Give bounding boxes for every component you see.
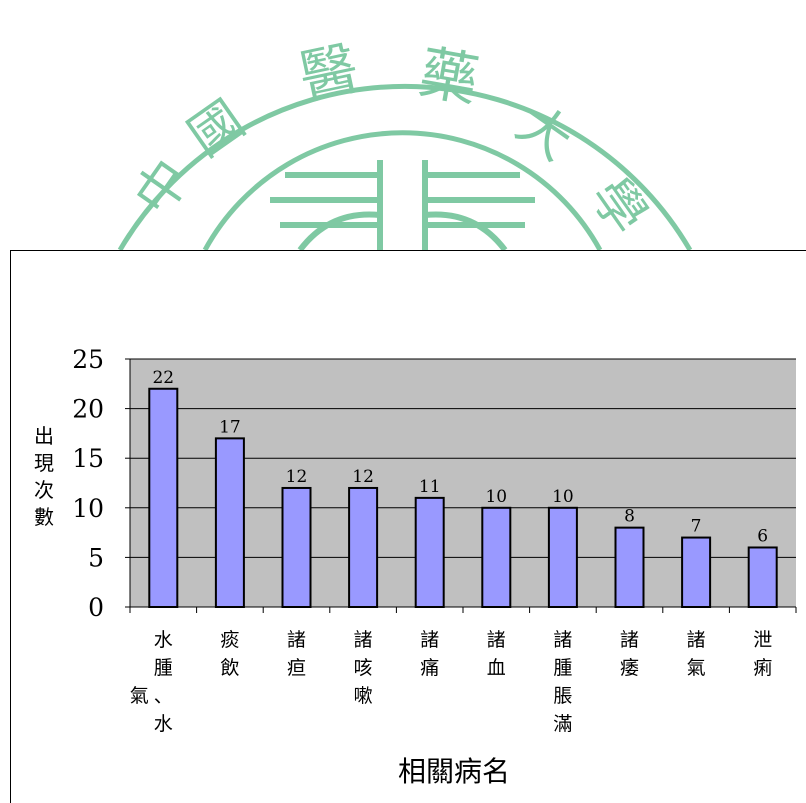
bar-value-label: 10 — [485, 487, 507, 507]
y-tick-label: 20 — [72, 395, 104, 424]
y-axis-title: 出現次數 — [33, 423, 55, 531]
bar-value-label: 22 — [152, 368, 174, 388]
x-tick-label: 泄痢 — [753, 629, 772, 679]
y-tick-label: 10 — [72, 494, 104, 523]
seal-char-4: 藥 — [414, 38, 483, 115]
university-seal-watermark: 中 國 醫 藥 大 學 — [117, 34, 693, 250]
x-tick-label: 水腫、水氣 — [130, 629, 173, 735]
bar — [614, 526, 645, 609]
seal-inner-ring — [202, 130, 603, 250]
x-tick-label: 諸氣 — [687, 629, 706, 679]
y-tick-label: 0 — [88, 593, 104, 622]
y-axis-title-char: 現 — [34, 451, 54, 475]
x-tick-label: 諸咳嗽 — [354, 629, 373, 707]
bar-value-label: 8 — [624, 507, 635, 527]
seal-emblem — [270, 160, 535, 250]
bar — [547, 506, 578, 608]
bar-value-label: 7 — [691, 517, 702, 537]
x-tick-label: 痰飲 — [220, 629, 239, 679]
x-axis-title: 相關病名 — [398, 755, 511, 788]
x-tick-label: 諸腫脹滿 — [553, 629, 572, 735]
y-tick-label: 25 — [72, 345, 104, 374]
bar — [681, 536, 712, 608]
x-tick-label: 諸痿 — [620, 629, 639, 679]
bar — [281, 486, 312, 608]
y-tick-label: 15 — [72, 444, 104, 473]
bar-value-label: 11 — [419, 477, 441, 497]
seal-outer-ring — [117, 83, 693, 250]
x-tick-label: 諸疸 — [287, 629, 306, 679]
bar — [214, 437, 245, 608]
bar — [148, 387, 179, 609]
y-axis-title-char: 出 — [34, 424, 54, 448]
y-axis-title-char: 數 — [34, 505, 54, 529]
bar-value-label: 10 — [552, 487, 574, 507]
bar — [348, 486, 379, 608]
y-axis-title-char: 次 — [34, 478, 54, 502]
bar-value-label: 12 — [286, 467, 308, 487]
y-tick-label: 5 — [88, 543, 104, 572]
bar-value-label: 6 — [757, 526, 768, 546]
x-tick-label: 諸痛 — [420, 629, 439, 679]
seal-char-3: 醫 — [293, 34, 364, 113]
bar — [747, 546, 778, 608]
bar-value-label: 17 — [219, 417, 241, 437]
bar-value-label: 12 — [352, 467, 374, 487]
bar — [414, 496, 445, 609]
x-tick-label: 諸血 — [487, 629, 506, 679]
bar — [481, 506, 512, 608]
